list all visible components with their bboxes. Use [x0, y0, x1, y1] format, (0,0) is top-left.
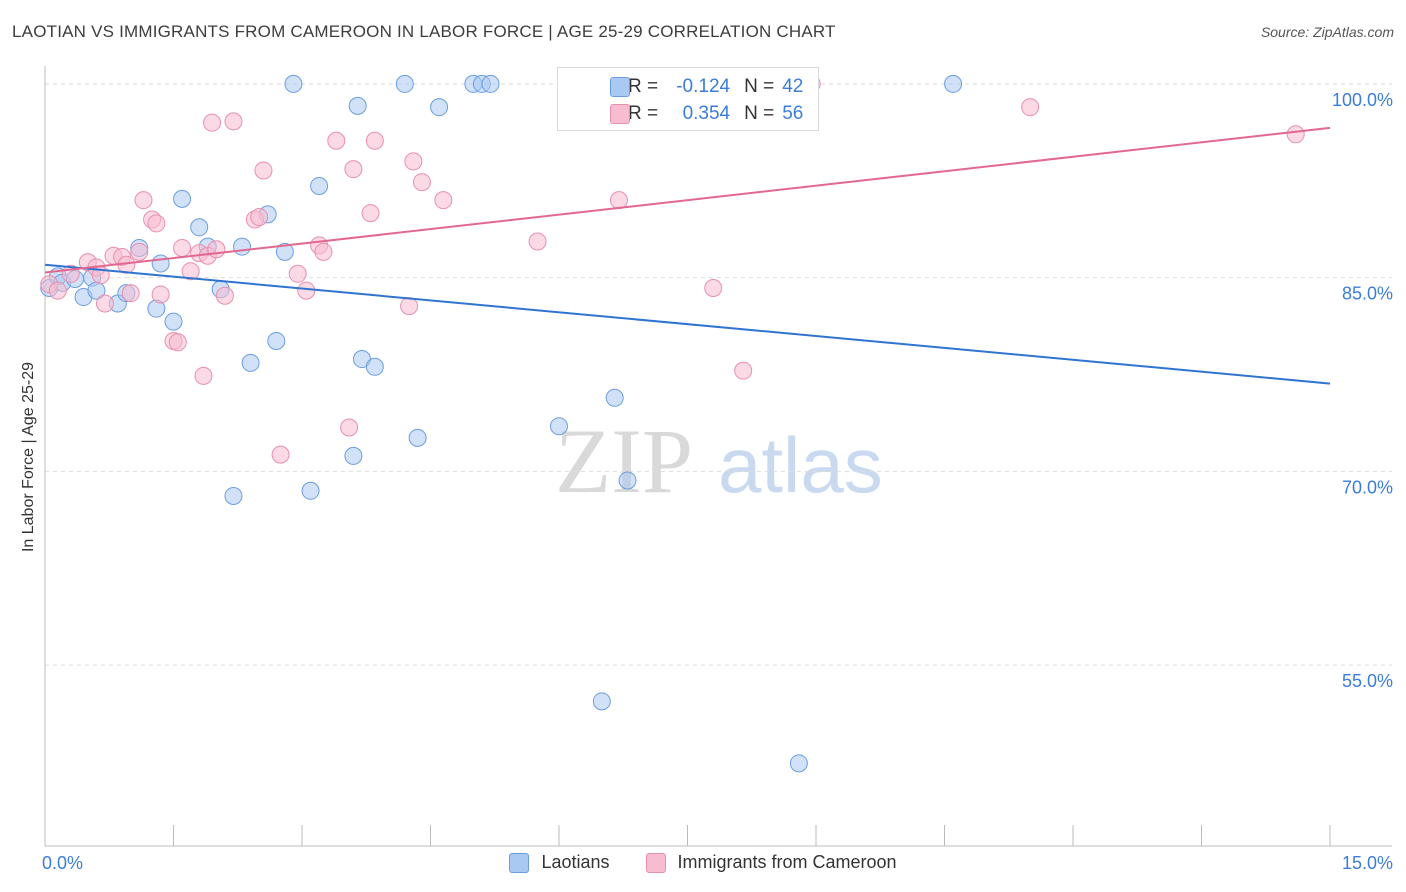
point-laotians: [301, 481, 320, 500]
point-cameroon: [250, 207, 269, 226]
trend-line-cameroon: [44, 126, 1331, 274]
point-cameroon: [365, 131, 384, 150]
point-cameroon: [194, 366, 213, 385]
point-laotians: [550, 417, 568, 436]
point-cameroon: [271, 445, 290, 464]
legend-label-cameroon: Immigrants from Cameroon: [677, 852, 897, 872]
point-laotians: [344, 446, 363, 465]
n-label: N =: [744, 76, 775, 97]
point-cameroon: [215, 286, 234, 305]
point-cameroon: [121, 284, 140, 303]
point-laotians: [284, 74, 303, 93]
point-cameroon: [340, 418, 359, 437]
point-cameroon: [224, 112, 243, 131]
point-laotians: [944, 74, 963, 93]
point-laotians: [275, 242, 294, 261]
point-laotians: [267, 331, 286, 350]
point-cameroon: [48, 281, 67, 300]
series-legend: Laotians Immigrants from Cameroon: [0, 852, 1406, 873]
y-tick-label: 70.0%: [1342, 477, 1393, 497]
point-cameroon: [134, 191, 153, 210]
r-value-laotians: -0.124: [676, 76, 731, 97]
point-cameroon: [288, 264, 307, 283]
legend-swatch-laotians: [610, 77, 630, 97]
point-cameroon: [344, 160, 363, 179]
point-cameroon: [95, 294, 114, 313]
point-cameroon: [361, 204, 380, 223]
point-cameroon: [173, 238, 192, 257]
point-laotians: [348, 96, 367, 115]
point-cameroon: [203, 113, 222, 132]
point-cameroon: [181, 262, 200, 281]
point-laotians: [310, 176, 329, 195]
n-label: N =: [744, 103, 775, 124]
point-laotians: [605, 388, 624, 407]
r-value-cameroon: 0.354: [682, 103, 731, 124]
point-laotians: [592, 692, 611, 711]
point-cameroon: [151, 285, 170, 304]
point-laotians: [618, 471, 637, 490]
legend-swatch-cameroon: [645, 852, 666, 873]
chart-title: LAOTIAN VS IMMIGRANTS FROM CAMEROON IN L…: [12, 22, 836, 41]
point-laotians: [173, 189, 192, 208]
point-cameroon: [734, 361, 753, 380]
n-value-laotians: 42: [782, 76, 804, 97]
watermark-atlas: atlas: [718, 421, 883, 509]
r-label: R =: [628, 103, 659, 124]
point-cameroon: [1021, 98, 1040, 117]
y-tick-label: 100.0%: [1332, 90, 1393, 110]
point-laotians: [395, 74, 414, 93]
point-cameroon: [297, 281, 316, 300]
legend-item-cameroon: Immigrants from Cameroon: [645, 852, 897, 873]
x-tick-label: 0.0%: [42, 853, 83, 873]
point-cameroon: [130, 242, 149, 261]
point-laotians: [430, 98, 449, 117]
point-laotians: [151, 254, 170, 273]
point-laotians: [365, 357, 384, 376]
point-cameroon: [404, 152, 423, 171]
legend-item-laotians: Laotians: [509, 852, 610, 873]
point-cameroon: [314, 242, 333, 261]
n-value-cameroon: 56: [782, 103, 804, 124]
watermark-zip: ZIP: [555, 410, 693, 512]
point-cameroon: [609, 191, 628, 210]
trend-line-laotians: [44, 263, 1331, 385]
stats-legend: R = -0.124 N = 42 R = 0.354 N = 56: [557, 67, 819, 131]
point-cameroon: [168, 333, 187, 352]
legend-row-cameroon: R = 0.354 N = 56: [584, 102, 803, 126]
y-tick-label: 55.0%: [1342, 671, 1393, 691]
point-laotians: [789, 754, 808, 773]
point-cameroon: [412, 173, 431, 192]
point-laotians: [164, 312, 183, 331]
legend-row-laotians: R = -0.124 N = 42: [584, 75, 803, 99]
point-laotians: [241, 353, 260, 372]
legend-swatch-cameroon: [610, 104, 630, 124]
point-cameroon: [207, 240, 226, 259]
point-laotians: [408, 428, 427, 447]
r-label: R =: [628, 76, 659, 97]
point-cameroon: [254, 161, 273, 180]
point-cameroon: [528, 232, 547, 251]
point-laotians: [481, 74, 500, 93]
y-axis-title: In Labor Force | Age 25-29: [20, 361, 37, 553]
point-cameroon: [327, 131, 346, 150]
legend-label-laotians: Laotians: [541, 852, 610, 872]
point-cameroon: [704, 279, 723, 297]
point-laotians: [190, 218, 209, 237]
point-cameroon: [1286, 125, 1305, 144]
y-tick-label: 85.0%: [1342, 284, 1393, 304]
point-cameroon: [434, 191, 453, 210]
x-tick-label: 15.0%: [1342, 853, 1393, 873]
point-laotians: [233, 237, 252, 256]
point-cameroon: [400, 297, 419, 316]
point-laotians: [224, 486, 243, 505]
source-label: Source: ZipAtlas.com: [1260, 24, 1394, 40]
legend-swatch-laotians: [509, 852, 530, 873]
point-cameroon: [147, 214, 166, 233]
